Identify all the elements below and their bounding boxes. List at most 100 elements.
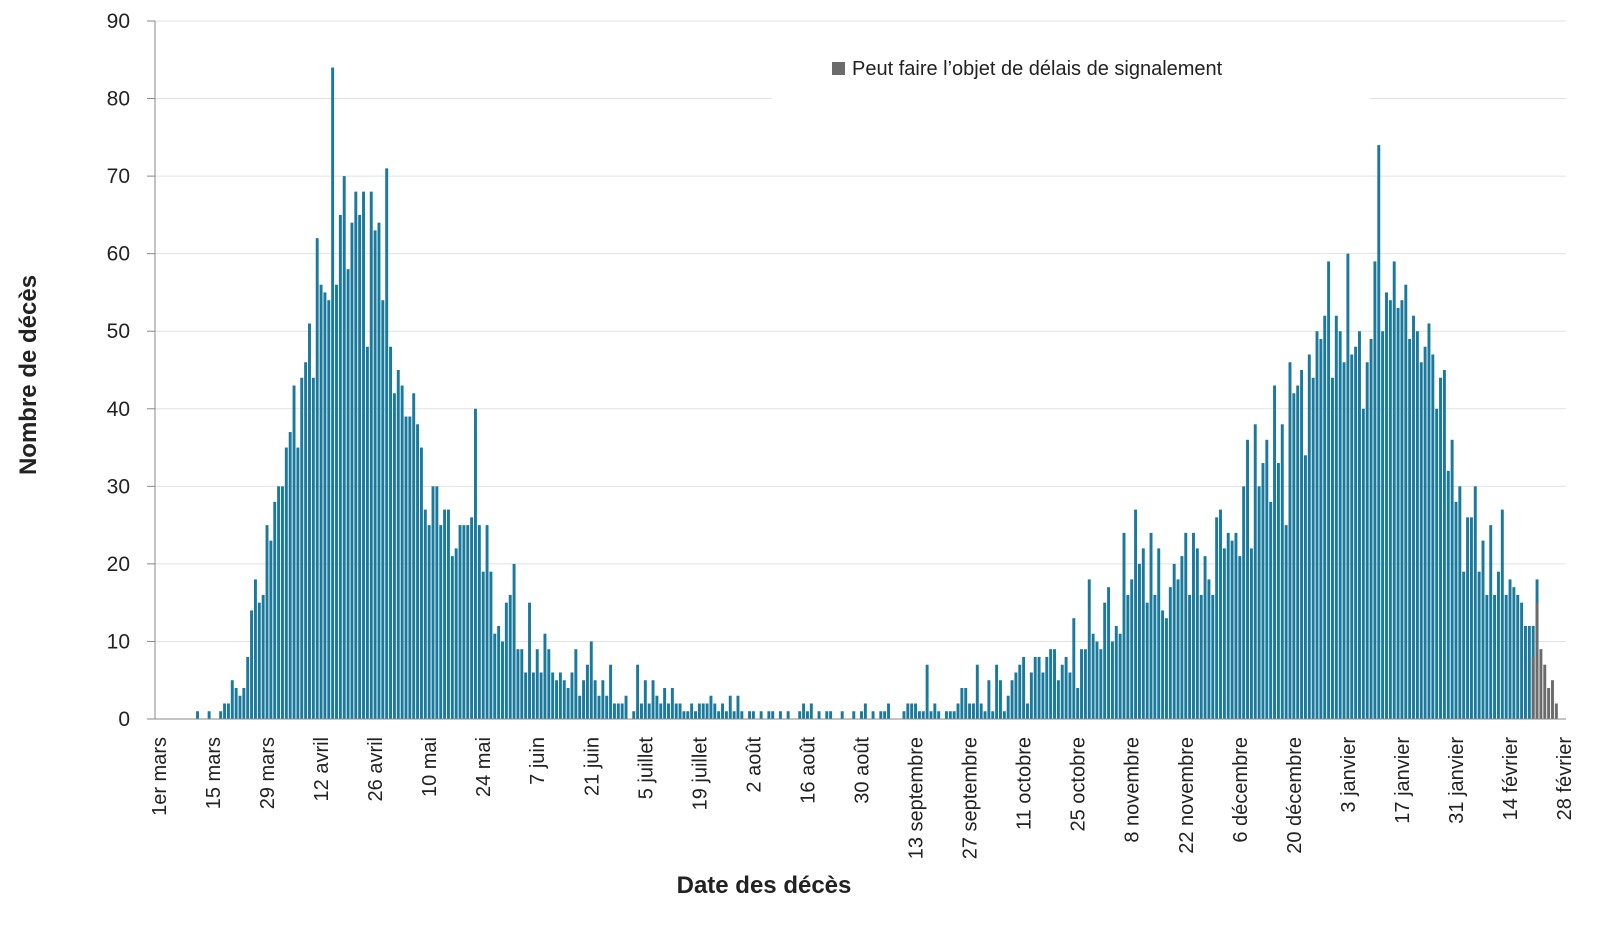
bar [1014,672,1018,719]
bar [377,222,381,719]
x-tick-label: 27 septembre [960,737,982,859]
bar [999,680,1002,719]
bar [995,664,999,719]
bar [446,509,450,719]
bar [1381,331,1385,719]
bar [1257,486,1261,719]
bar [1153,594,1157,719]
bar [1184,532,1188,719]
bar [863,703,867,719]
bar [1284,525,1288,719]
bar [809,703,813,719]
bar [1423,346,1427,719]
bar [1099,649,1103,719]
bar [1481,540,1485,719]
bar [365,346,369,719]
bar [713,703,717,719]
bar [304,362,308,719]
x-tick-label: 10 mai [419,737,441,797]
bar [1512,587,1516,719]
bar [1010,680,1014,719]
bar [979,703,983,719]
bar [238,695,242,719]
x-tick-label: 30 août [852,737,874,804]
bar [1037,656,1041,719]
x-tick-label: 21 juin [581,737,603,796]
bar [1068,672,1072,719]
bar [1462,571,1466,719]
x-tick-label: 20 décembre [1284,737,1306,854]
bar [1049,649,1053,719]
bar [288,432,292,719]
bar [531,672,535,719]
bar [1520,602,1524,719]
bar [1134,509,1138,719]
x-tick-label: 8 novembre [1122,737,1144,843]
bar [1377,145,1381,720]
bar [1415,331,1419,719]
bar [759,711,763,719]
bar [443,509,447,719]
bar [910,703,914,719]
bar [805,711,809,719]
bar [1392,261,1396,719]
bar [1164,618,1168,719]
bar [1018,664,1022,719]
bar [497,625,501,719]
bar [1095,641,1099,719]
bar [1303,455,1307,719]
y-tick-label: 0 [118,708,130,731]
bar [458,525,462,719]
bar [1029,672,1033,719]
bar [921,711,925,719]
bar [1261,463,1265,719]
bar [223,703,227,719]
bar [246,656,250,719]
x-tick-label: 19 juillet [689,737,711,811]
bar [385,168,389,719]
bar [1280,424,1284,719]
bar [1118,633,1122,719]
bar [917,711,921,719]
bar [1342,362,1346,719]
bar [840,711,844,719]
bar [647,703,651,719]
bar [485,525,489,719]
bar [331,67,335,720]
bar [416,424,420,719]
bar [1469,517,1473,719]
labels: 0 10 20 30 40 50 60 70 80 90 1er mars 15 mars 29 mar… [107,10,1576,859]
bar [1446,470,1450,719]
bar [674,703,678,719]
x-tick-label: 3 janvier [1338,737,1360,813]
bar [1288,362,1292,719]
bar [1296,385,1300,719]
bar [643,680,647,719]
bar [431,486,435,719]
bar [1246,439,1249,719]
x-tick-label: 29 mars [257,737,279,809]
bar [593,680,597,719]
bar [404,416,408,719]
bar [1091,633,1095,719]
bar [736,695,740,719]
bar [1439,377,1443,719]
bar [1053,649,1056,719]
bar [1431,354,1435,719]
bar [354,191,358,720]
bar [1527,625,1531,719]
bar [1207,579,1211,719]
legend-background [772,50,1370,100]
bar [667,703,670,719]
bar [1157,548,1161,719]
bar [663,687,667,719]
bar [724,711,728,719]
bar [280,486,284,719]
bar [616,703,620,719]
bar [1076,687,1080,719]
bar [1547,687,1551,719]
bar [902,711,906,719]
bar [914,703,918,719]
bar [250,610,254,719]
